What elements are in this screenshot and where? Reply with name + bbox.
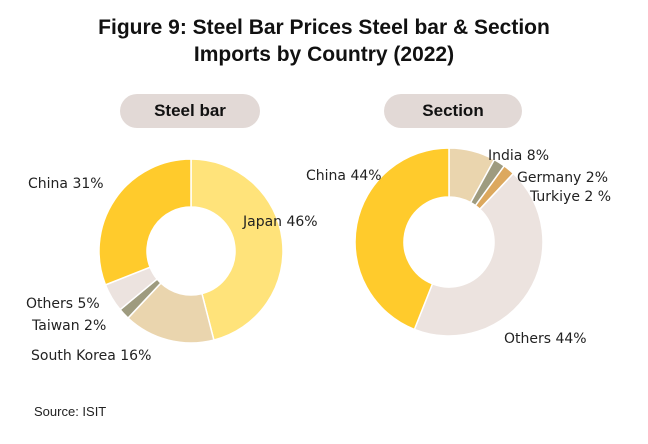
chart-title-line-2: Imports by Country (2022) [193, 43, 455, 66]
section-donut: India 8% Germany 2% Turkiye 2 % Others 44% C… [306, 147, 611, 347]
steel-bar-donut: Japan 46% South Korea 16% Taiwan 2% Others … [26, 158, 318, 364]
steel-bar-label-taiwan: Taiwan 2% [31, 318, 106, 334]
section-label-germany: Germany 2% [517, 170, 608, 186]
chart-title-line-1: Figure 9: Steel Bar Prices Steel bar & S… [98, 16, 550, 39]
steel-bar-chart-title: Steel bar [120, 94, 260, 128]
chart-title: Figure 9: Steel Bar Prices Steel bar & S… [0, 14, 648, 68]
section-label-turkiye: Turkiye 2 % [529, 189, 611, 205]
section-label-others: Others 44% [504, 331, 587, 347]
steel-bar-slice-china [98, 158, 192, 286]
steel-bar-slice-japan [190, 158, 284, 342]
steel-bar-label-south-korea: South Korea 16% [31, 348, 151, 364]
section-chart-title: Section [384, 94, 522, 128]
steel-bar-label-china: China 31% [28, 176, 104, 192]
section-slice-china [354, 147, 450, 331]
section-label-china: China 44% [306, 168, 382, 184]
section-slice-others [413, 172, 544, 337]
section-label-india: India 8% [488, 148, 549, 164]
source-note: Source: ISIT [34, 404, 107, 419]
steel-bar-label-japan: Japan 46% [242, 214, 318, 230]
steel-bar-label-others: Others 5% [26, 296, 100, 312]
